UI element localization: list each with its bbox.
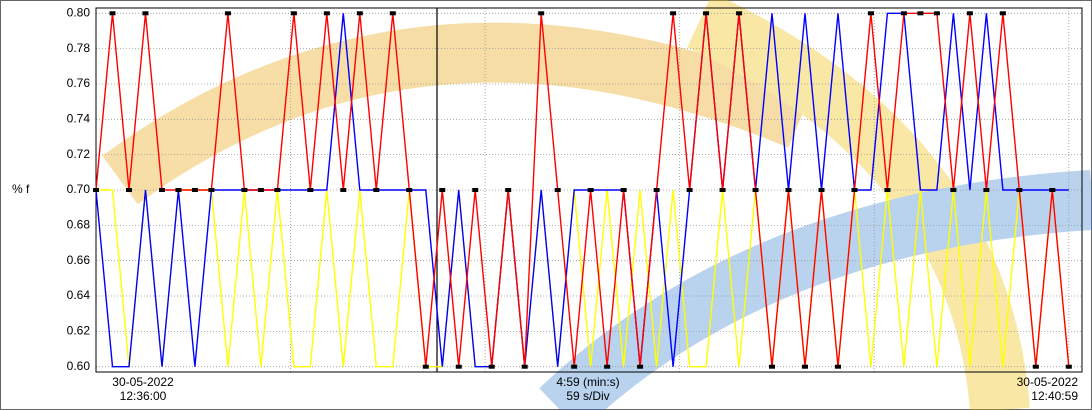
point-marker <box>637 364 644 369</box>
y-tick-label: 0.70 <box>67 182 91 196</box>
point-marker <box>900 11 907 16</box>
point-marker <box>472 188 479 192</box>
point-marker <box>818 188 825 192</box>
y-tick-label: 0.80 <box>67 5 91 19</box>
point-marker <box>999 11 1006 16</box>
point-marker <box>422 364 429 369</box>
point-marker <box>1049 188 1056 192</box>
point-marker <box>505 188 512 192</box>
y-tick-label: 0.66 <box>67 253 91 267</box>
y-tick-label: 0.64 <box>67 288 91 302</box>
point-marker <box>340 188 347 192</box>
y-tick-label: 0.74 <box>67 111 91 125</box>
point-marker <box>208 188 215 192</box>
point-marker <box>587 188 594 192</box>
point-marker <box>867 11 874 16</box>
x-start-date: 30-05-2022 <box>112 375 174 389</box>
point-marker <box>653 188 660 192</box>
point-marker <box>554 188 561 192</box>
y-axis-label: % f <box>12 182 30 196</box>
point-marker <box>917 11 924 16</box>
point-marker <box>290 11 297 16</box>
point-marker <box>257 188 264 192</box>
point-marker <box>736 11 743 16</box>
point-marker <box>191 188 198 192</box>
y-tick-label: 0.62 <box>67 324 91 338</box>
point-marker <box>851 188 858 192</box>
point-marker <box>801 364 808 369</box>
point-marker <box>439 188 446 192</box>
point-marker <box>719 188 726 192</box>
point-marker <box>323 11 330 16</box>
point-marker <box>1016 188 1023 192</box>
point-marker <box>933 11 940 16</box>
point-marker <box>769 364 776 369</box>
point-marker <box>373 188 380 192</box>
point-marker <box>834 364 841 369</box>
point-marker <box>274 188 281 192</box>
point-marker <box>785 188 792 192</box>
x-span: 4:59 (min:s) <box>556 375 619 389</box>
point-marker <box>125 188 132 192</box>
point-marker <box>406 188 413 192</box>
point-marker <box>241 188 248 192</box>
x-division: 59 s/Div <box>566 389 609 403</box>
point-marker <box>224 11 231 16</box>
point-marker <box>455 364 462 369</box>
y-tick-label: 0.78 <box>67 41 91 55</box>
point-marker <box>950 188 957 192</box>
y-tick-label: 0.76 <box>67 76 91 90</box>
point-marker <box>109 11 116 16</box>
point-marker <box>389 11 396 16</box>
point-marker <box>670 11 677 16</box>
point-marker <box>158 188 165 192</box>
point-marker <box>488 364 495 369</box>
y-tick-label: 0.68 <box>67 218 91 232</box>
point-marker <box>307 188 314 192</box>
point-marker <box>1032 364 1039 369</box>
point-marker <box>538 11 545 16</box>
point-marker <box>620 188 627 192</box>
x-end-date: 30-05-2022 <box>1017 375 1079 389</box>
point-marker <box>983 188 990 192</box>
point-marker <box>752 188 759 192</box>
point-marker <box>142 11 149 16</box>
y-tick-label: 0.72 <box>67 147 91 161</box>
point-marker <box>571 364 578 369</box>
point-marker <box>686 188 693 192</box>
x-start-time: 12:36:00 <box>120 389 167 403</box>
point-marker <box>175 188 182 192</box>
point-marker <box>604 364 611 369</box>
x-end-time: 12:40:59 <box>1031 389 1078 403</box>
point-marker <box>1065 364 1072 369</box>
point-marker <box>521 364 528 369</box>
point-marker <box>356 11 363 16</box>
y-tick-label: 0.60 <box>67 359 91 373</box>
point-marker <box>884 188 891 192</box>
point-marker <box>966 11 973 16</box>
point-marker <box>703 11 710 16</box>
watermark <box>102 0 1092 410</box>
point-marker <box>93 188 99 192</box>
